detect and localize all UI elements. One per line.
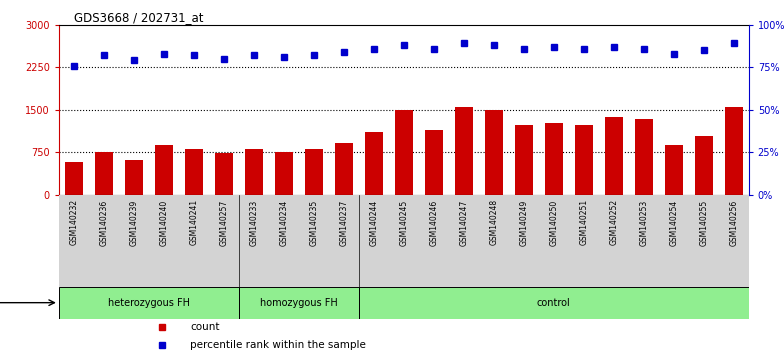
Text: GSM140237: GSM140237: [339, 199, 348, 246]
FancyBboxPatch shape: [359, 287, 749, 319]
Bar: [575, 125, 593, 195]
Bar: [154, 145, 172, 195]
Bar: [185, 149, 203, 195]
Text: count: count: [190, 322, 220, 332]
Bar: [695, 136, 713, 195]
Bar: [455, 107, 473, 195]
Text: control: control: [537, 298, 571, 308]
Bar: [125, 160, 143, 195]
Text: GSM140234: GSM140234: [279, 199, 289, 246]
Text: GSM140255: GSM140255: [699, 199, 708, 246]
Bar: [245, 149, 263, 195]
Bar: [305, 149, 323, 195]
Text: GSM140256: GSM140256: [729, 199, 739, 246]
FancyBboxPatch shape: [239, 287, 359, 319]
Text: GSM140248: GSM140248: [489, 199, 499, 245]
Bar: [635, 119, 653, 195]
Text: GSM140233: GSM140233: [249, 199, 258, 246]
Text: GSM140244: GSM140244: [369, 199, 378, 246]
Bar: [425, 130, 443, 195]
Text: GSM140241: GSM140241: [189, 199, 198, 245]
Text: GSM140250: GSM140250: [550, 199, 558, 246]
Text: GSM140249: GSM140249: [519, 199, 528, 246]
Text: GSM140240: GSM140240: [159, 199, 169, 246]
Text: GSM140235: GSM140235: [309, 199, 318, 246]
Text: GSM140257: GSM140257: [220, 199, 228, 246]
Bar: [665, 145, 683, 195]
Text: GSM140247: GSM140247: [459, 199, 468, 246]
Bar: [335, 143, 353, 195]
Bar: [65, 162, 83, 195]
Text: GSM140252: GSM140252: [609, 199, 619, 245]
Bar: [365, 132, 383, 195]
Text: GSM140253: GSM140253: [639, 199, 648, 246]
Text: homozygous FH: homozygous FH: [260, 298, 338, 308]
Text: GSM140246: GSM140246: [430, 199, 438, 246]
Bar: [545, 123, 563, 195]
Bar: [724, 108, 742, 195]
Text: GSM140245: GSM140245: [399, 199, 408, 246]
Bar: [515, 125, 533, 195]
Bar: [604, 116, 622, 195]
Text: GSM140254: GSM140254: [670, 199, 678, 246]
Text: heterozygous FH: heterozygous FH: [107, 298, 190, 308]
Text: GSM140251: GSM140251: [579, 199, 588, 245]
Bar: [274, 152, 292, 195]
Bar: [215, 153, 233, 195]
Text: GSM140239: GSM140239: [129, 199, 138, 246]
FancyBboxPatch shape: [59, 195, 749, 287]
FancyBboxPatch shape: [59, 287, 239, 319]
Text: GDS3668 / 202731_at: GDS3668 / 202731_at: [74, 11, 204, 24]
Bar: [485, 110, 503, 195]
Bar: [95, 152, 113, 195]
Bar: [395, 110, 412, 195]
Text: percentile rank within the sample: percentile rank within the sample: [190, 340, 366, 350]
Text: GSM140232: GSM140232: [69, 199, 78, 245]
Text: GSM140236: GSM140236: [100, 199, 108, 246]
